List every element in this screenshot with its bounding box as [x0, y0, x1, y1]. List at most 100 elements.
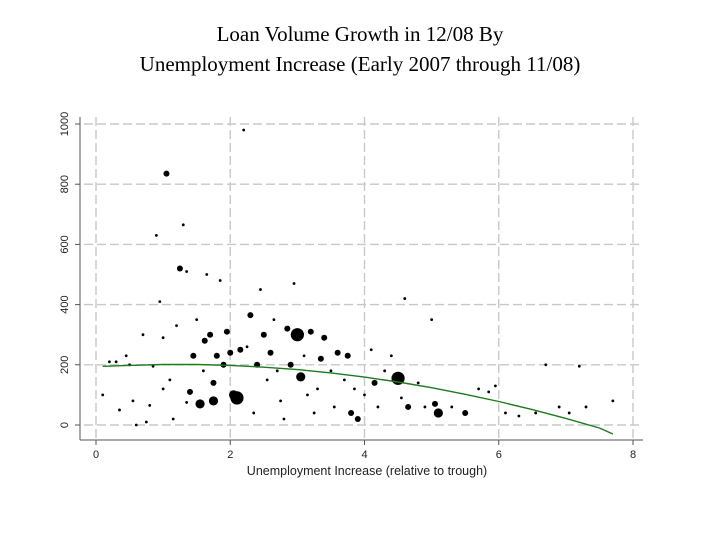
data-point: [334, 349, 341, 356]
data-point: [544, 363, 548, 367]
data-point: [259, 288, 262, 291]
data-point: [316, 387, 319, 391]
data-point: [292, 282, 296, 285]
data-point: [517, 414, 521, 418]
data-point: [205, 273, 209, 276]
data-point: [131, 399, 135, 403]
data-point: [118, 408, 121, 412]
y-tick-label: 200: [59, 356, 71, 374]
data-point: [354, 415, 361, 422]
data-point: [584, 405, 588, 409]
data-point: [272, 318, 276, 322]
data-point: [462, 409, 469, 416]
data-point: [371, 379, 378, 386]
data-point: [287, 361, 294, 368]
data-point: [176, 265, 183, 272]
data-point: [493, 384, 497, 388]
data-point: [577, 364, 581, 368]
data-point: [389, 354, 393, 358]
data-point: [171, 417, 175, 421]
data-point: [181, 223, 185, 227]
data-point: [267, 349, 274, 356]
x-tick-label: 8: [630, 449, 636, 461]
data-point: [400, 396, 403, 400]
axes: 0 200 400 600 800 1000 0 2 4 6 8: [59, 112, 643, 461]
data-point: [245, 345, 249, 349]
data-point: [353, 387, 356, 391]
data-point: [218, 279, 222, 282]
data-point: [433, 408, 443, 418]
data-point: [376, 405, 380, 409]
data-point: [148, 404, 152, 407]
data-point: [403, 297, 407, 300]
data-point: [317, 355, 324, 362]
data-point: [284, 325, 291, 332]
data-point: [567, 411, 571, 415]
data-point: [247, 312, 254, 319]
data-point: [134, 423, 138, 427]
data-point: [282, 417, 286, 421]
data-point: [195, 399, 205, 409]
x-tick-label: 4: [361, 449, 367, 461]
data-point: [158, 300, 162, 303]
data-point: [611, 399, 615, 403]
data-point: [312, 411, 316, 415]
y-tick-label: 800: [59, 175, 71, 193]
data-point: [185, 270, 189, 273]
data-point: [265, 378, 269, 382]
data-point: [161, 387, 165, 391]
chart-title-line-2: Unemployment Increase (Early 2007 throug…: [139, 52, 581, 76]
data-point: [252, 411, 256, 415]
data-point: [321, 334, 328, 341]
data-point: [344, 352, 351, 359]
x-axis-label: Unemployment Increase (relative to troug…: [247, 464, 487, 478]
fit-line: [102, 363, 614, 435]
data-point: [534, 411, 538, 415]
data-point: [144, 420, 148, 424]
data-point: [141, 333, 145, 337]
data-point: [416, 381, 420, 385]
data-point: [363, 393, 366, 397]
data-point: [208, 396, 219, 406]
data-point: [227, 349, 234, 356]
data-point: [296, 372, 306, 382]
data-point: [210, 379, 217, 386]
data-point: [369, 348, 373, 352]
y-tick-label: 0: [59, 422, 71, 428]
x-tick-label: 0: [93, 449, 99, 461]
x-tick-label: 2: [227, 449, 233, 461]
data-point: [186, 388, 193, 395]
data-point: [242, 128, 246, 132]
data-point: [504, 411, 507, 415]
data-point: [307, 328, 314, 335]
data-point: [405, 403, 412, 410]
data-point: [201, 337, 208, 344]
data-points: [101, 128, 615, 427]
data-point: [155, 233, 158, 237]
data-point: [202, 369, 205, 373]
data-point: [161, 336, 165, 340]
data-point: [207, 331, 214, 338]
data-point: [124, 354, 128, 358]
data-point: [230, 391, 244, 405]
data-point: [450, 405, 454, 409]
data-point: [108, 360, 111, 364]
data-point: [151, 364, 155, 368]
data-point: [290, 328, 304, 342]
data-point: [302, 354, 306, 358]
y-tick-label: 1000: [59, 112, 71, 136]
data-point: [213, 352, 220, 359]
data-point: [223, 328, 230, 335]
data-point: [163, 170, 170, 177]
data-point: [431, 400, 438, 407]
data-point: [342, 378, 346, 382]
x-tick-label: 6: [496, 449, 502, 461]
data-point: [423, 405, 427, 409]
data-point: [348, 409, 355, 416]
data-point: [237, 346, 244, 353]
data-point: [260, 331, 267, 338]
chart-title-line-1: Loan Volume Growth in 12/08 By: [216, 22, 504, 46]
data-point: [195, 318, 199, 322]
data-point: [487, 390, 491, 394]
